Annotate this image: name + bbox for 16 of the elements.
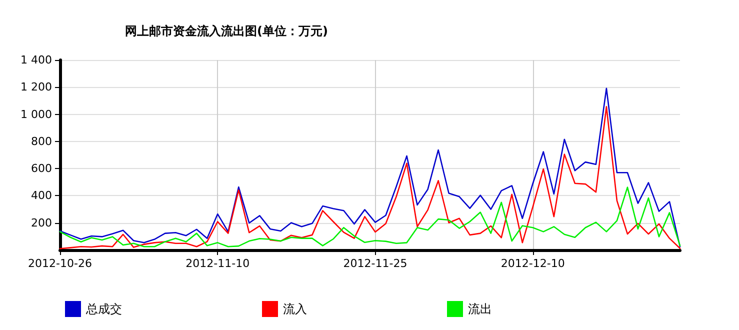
y-tick-label: 200 bbox=[31, 216, 52, 230]
x-tick-label: 2012-10-26 bbox=[28, 257, 92, 270]
x-tick-label: 2012-11-25 bbox=[343, 257, 408, 270]
y-tick-label: 1 200 bbox=[20, 80, 52, 94]
line-series bbox=[59, 186, 681, 248]
y-tick-label: 600 bbox=[31, 162, 52, 176]
y-tick-label: 1 000 bbox=[20, 108, 52, 121]
legend-label: 流入 bbox=[283, 302, 307, 316]
x-tick-label: 2012-11-10 bbox=[186, 257, 250, 270]
x-tick-label: 2012-12-10 bbox=[500, 257, 565, 270]
legend-label: 总成交 bbox=[85, 302, 122, 316]
legend-label: 流出 bbox=[468, 302, 492, 316]
chart-title: 网上邮市资金流入流出图(单位：万元) bbox=[125, 24, 328, 38]
y-tick-label: 1 400 bbox=[20, 54, 52, 66]
y-tick-label: 800 bbox=[31, 134, 52, 148]
y-tick-label: 400 bbox=[31, 189, 52, 202]
